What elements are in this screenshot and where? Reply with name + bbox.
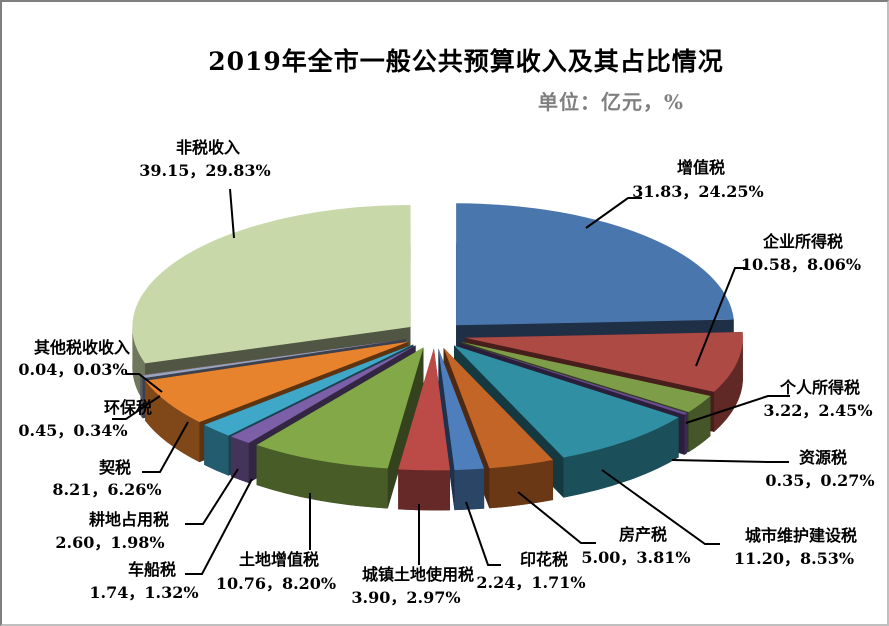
slice-label-name: 车船税 [127, 560, 177, 579]
slice-outer-wall [454, 468, 485, 511]
slice-top-face [464, 332, 743, 392]
slice-label-name: 城镇土地使用税 [361, 565, 475, 584]
slice-label-name: 增值税 [676, 158, 726, 177]
slice-label-name: 非税收入 [175, 138, 241, 157]
slice-top-face [140, 339, 406, 376]
leader-line-增值税 [585, 197, 642, 229]
pie-slice-印花税[interactable] [438, 348, 485, 511]
slice-label-name: 个人所得税 [779, 378, 861, 397]
slice-label-name: 土地增值税 [238, 550, 320, 569]
slice-top-face [443, 347, 554, 469]
slice-outer-wall [688, 395, 711, 453]
slice-top-face [230, 345, 416, 443]
leader-line-车船税 [185, 478, 253, 575]
slice-label-name: 资源税 [798, 448, 848, 467]
leader-line-契税 [142, 421, 189, 473]
slice-label-value: 10.58，8.06% [740, 255, 862, 274]
leader-line-其他税收收入 [126, 373, 163, 393]
leader-line-房产税 [517, 491, 596, 544]
slice-label-name: 环保税 [103, 398, 153, 417]
slice-outer-wall [714, 337, 743, 432]
leader-line-个人所得税 [685, 395, 790, 424]
slice-top-face [256, 347, 424, 469]
slice-top-face [145, 341, 409, 423]
slice-label-name: 企业所得税 [762, 232, 844, 251]
chart-title: 2019年全市一般公共预算收入及其占比情况 [208, 47, 724, 76]
slice-outer-wall [204, 424, 229, 476]
slice-label-value: 0.45，0.34% [18, 421, 128, 440]
leader-line-环保税 [112, 395, 161, 420]
slice-top-face [140, 339, 406, 379]
leader-line-资源税 [671, 459, 789, 463]
leader-line-城市维护建设税 [601, 469, 720, 545]
slice-outer-wall [684, 413, 688, 455]
leader-line-耕地占用税 [185, 468, 239, 525]
slice-outer-wall [489, 460, 554, 509]
slice-top-face [398, 348, 450, 471]
slice-top-face [204, 344, 414, 436]
slice-outer-wall [145, 380, 200, 463]
slice-label-value: 0.35，0.27% [765, 471, 875, 490]
slice-label-value: 2.60，1.98% [55, 533, 165, 552]
slice-label-value: 0.04，0.03% [18, 360, 128, 379]
slice-top-face [438, 348, 485, 471]
slice-label-name: 城市维护建设税 [744, 526, 858, 545]
leader-line-非税收入 [229, 188, 235, 239]
slice-label-value: 8.21，6.26% [52, 480, 162, 499]
leader-line-印花税 [465, 501, 501, 566]
slice-label-name: 其他税收收入 [33, 338, 131, 357]
leader-line-企业所得税 [695, 267, 748, 367]
slice-label-name: 耕地占用税 [88, 510, 170, 529]
slice-label-value: 3.22，2.45% [763, 401, 873, 420]
slice-label-name: 契税 [98, 458, 132, 477]
slice-label-value: 31.83，24.25% [632, 182, 764, 201]
slice-top-face [132, 205, 411, 364]
slice-top-face [459, 342, 688, 415]
slice-outer-wall [256, 444, 388, 509]
slice-label-value: 11.20，8.53% [733, 549, 855, 568]
pie-slice-土地增值税[interactable] [256, 347, 424, 509]
slice-label-value: 5.00，3.81% [581, 548, 691, 567]
slice-top-face [461, 341, 711, 413]
chart-subtitle: 单位：亿元，% [538, 90, 685, 114]
slice-radial-wall [438, 348, 455, 511]
slice-top-face [456, 203, 734, 326]
slice-label-name: 房产税 [618, 525, 668, 544]
slice-label-value: 2.24，1.71% [476, 573, 586, 592]
slice-label-value: 3.90，2.97% [351, 588, 461, 607]
slice-outer-wall [398, 469, 450, 511]
pie-slice-城镇土地使用税[interactable] [398, 348, 450, 511]
slice-label-value: 1.74，1.32% [89, 583, 199, 602]
slice-label-value: 10.76，8.20% [215, 574, 337, 593]
slice-label-name: 印花税 [519, 550, 569, 569]
slice-outer-wall [563, 417, 679, 498]
slice-top-face [454, 345, 679, 458]
slice-label-value: 39.15，29.83% [139, 161, 271, 180]
